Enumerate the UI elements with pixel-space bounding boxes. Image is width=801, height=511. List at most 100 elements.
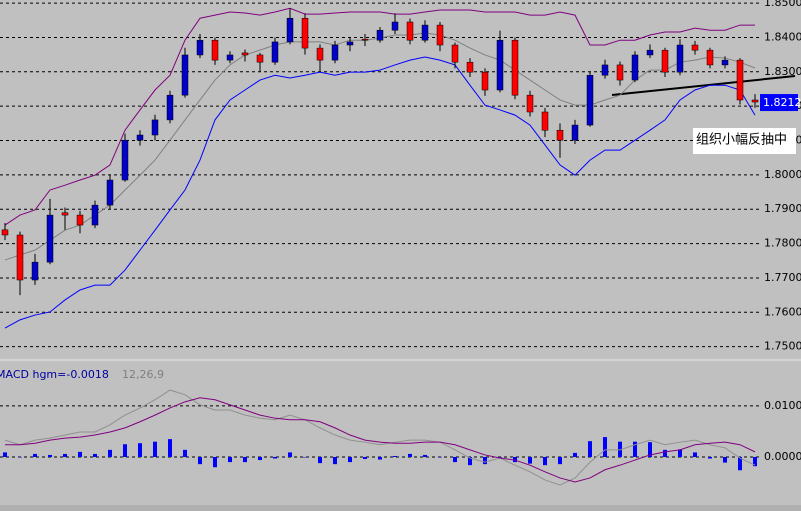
histogram-bar bbox=[333, 456, 337, 465]
y-tick-label: 1.8400 bbox=[764, 30, 801, 43]
candle-body bbox=[451, 44, 459, 63]
candle-body bbox=[76, 214, 84, 226]
macd-line bbox=[4, 389, 756, 486]
candle-body bbox=[151, 119, 159, 136]
candle-body bbox=[691, 44, 699, 51]
histogram-bar bbox=[603, 437, 607, 457]
candle-body bbox=[706, 49, 714, 66]
histogram-bar bbox=[648, 442, 652, 457]
histogram-bar bbox=[3, 452, 7, 457]
y-tick-label: 0.0000 bbox=[764, 450, 801, 463]
scrollbar bbox=[0, 505, 801, 511]
candle-body bbox=[16, 234, 24, 281]
histogram-bar bbox=[18, 456, 22, 458]
candle-body bbox=[751, 99, 759, 103]
histogram-bar bbox=[78, 451, 82, 457]
histogram-bar bbox=[183, 449, 187, 457]
y-tick-label: 1.8000 bbox=[764, 168, 801, 181]
histogram-bar bbox=[423, 454, 427, 457]
histogram-bar bbox=[528, 456, 532, 464]
last-price-label: 1.8212 bbox=[763, 96, 801, 109]
candle-body bbox=[286, 17, 294, 43]
candle-body bbox=[646, 49, 654, 56]
candle-body bbox=[196, 39, 204, 56]
histogram-bar bbox=[633, 441, 637, 457]
candle-body bbox=[1, 229, 9, 236]
candle-body bbox=[496, 39, 504, 91]
y-tick-label: 1.7800 bbox=[764, 237, 801, 250]
y-tick-label: 1.8300 bbox=[764, 65, 801, 78]
candle-body bbox=[316, 47, 324, 61]
candle-body bbox=[271, 41, 279, 63]
candle-body bbox=[226, 54, 234, 61]
candle-body bbox=[61, 212, 69, 216]
candle-body bbox=[436, 24, 444, 46]
candle-body bbox=[46, 214, 54, 263]
candle-body bbox=[241, 52, 249, 56]
histogram-bar bbox=[468, 456, 472, 466]
histogram-bar bbox=[558, 456, 562, 465]
candle-body bbox=[376, 29, 384, 41]
y-tick-label: 1.7500 bbox=[764, 340, 801, 353]
candle-body bbox=[601, 64, 609, 76]
candle-body bbox=[481, 71, 489, 91]
candle-body bbox=[256, 54, 264, 63]
candle-body bbox=[526, 94, 534, 113]
histogram-bar bbox=[153, 441, 157, 457]
last-price-box bbox=[760, 94, 798, 112]
histogram-bar bbox=[258, 456, 262, 461]
candle-body bbox=[616, 64, 624, 81]
candle-body bbox=[181, 54, 189, 96]
histogram-bar bbox=[393, 455, 397, 457]
histogram-bar bbox=[738, 456, 742, 471]
candle-body bbox=[421, 24, 429, 41]
histogram-bar bbox=[693, 452, 697, 457]
histogram-bar bbox=[498, 456, 502, 458]
candle-body bbox=[391, 21, 399, 31]
histogram-bar bbox=[63, 453, 67, 457]
candle-body bbox=[301, 17, 309, 49]
candle-body bbox=[91, 204, 99, 226]
histogram-bar bbox=[348, 456, 352, 463]
histogram-bar bbox=[243, 456, 247, 463]
histogram-bar bbox=[138, 443, 142, 457]
candle-body bbox=[121, 139, 129, 181]
candle-body bbox=[736, 59, 744, 101]
candle-body bbox=[361, 38, 369, 41]
histogram-bar bbox=[663, 449, 667, 457]
histogram-bar bbox=[93, 453, 97, 457]
histogram-bar bbox=[438, 456, 442, 458]
annotation: 组织小幅反抽中 bbox=[696, 133, 787, 148]
candle-body bbox=[466, 61, 474, 73]
candle-body bbox=[331, 44, 339, 61]
histogram-bar bbox=[213, 456, 217, 468]
histogram-bar bbox=[678, 449, 682, 457]
candle-body bbox=[346, 41, 354, 46]
trend-line bbox=[611, 75, 796, 96]
macd-params: 12,26,9 bbox=[122, 368, 164, 381]
candle-body bbox=[586, 74, 594, 126]
candle-body bbox=[721, 59, 729, 66]
histogram-bar bbox=[273, 456, 277, 459]
y-tick-label: 1.7600 bbox=[764, 305, 801, 318]
candle-body bbox=[631, 54, 639, 81]
histogram-bar bbox=[168, 439, 172, 457]
histogram-bar bbox=[588, 441, 592, 457]
histogram-bar bbox=[513, 456, 517, 463]
candle-body bbox=[571, 124, 579, 141]
y-tick-label: 0.0100 bbox=[764, 399, 801, 412]
histogram-bar bbox=[543, 456, 547, 466]
histogram-bar bbox=[288, 452, 292, 457]
candle-body bbox=[136, 134, 144, 141]
macd-title: MACD hgm=-0.0018 bbox=[0, 368, 109, 381]
histogram-bar bbox=[708, 456, 712, 459]
y-tick-label: 1.7900 bbox=[764, 202, 801, 215]
histogram-bar bbox=[318, 456, 322, 464]
candle-body bbox=[541, 111, 549, 131]
candle-body bbox=[511, 39, 519, 96]
histogram-bar bbox=[33, 453, 37, 457]
histogram-bar bbox=[723, 456, 727, 463]
band-line bbox=[4, 7, 755, 226]
